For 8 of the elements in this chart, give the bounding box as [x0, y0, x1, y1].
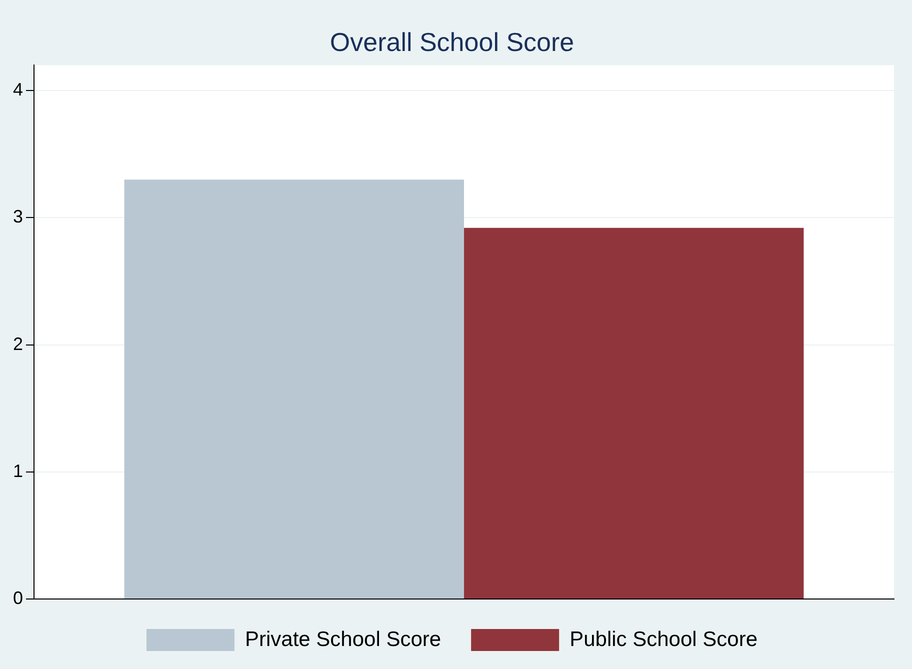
- y-tick-label: 2: [12, 334, 24, 354]
- y-tick-label: 1: [12, 460, 24, 481]
- chart-title: Overall School Score: [330, 26, 574, 57]
- legend-label: Private School Score: [244, 628, 442, 651]
- y-tick-label: 0: [12, 588, 24, 608]
- legend-label: Public School Score: [570, 628, 758, 651]
- y-tick-label: 3: [12, 206, 24, 227]
- y-tick-label: 4: [12, 80, 24, 100]
